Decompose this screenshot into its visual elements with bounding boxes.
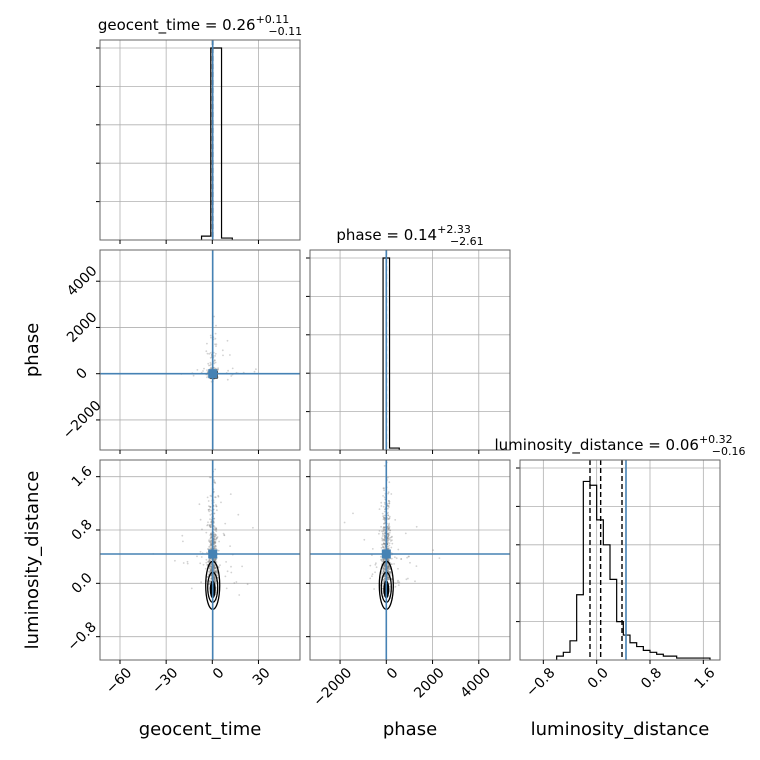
luminosity_distance-ytick-label-3: 1.6 xyxy=(69,463,96,490)
luminosity_distance-ytick-label-2: 0.8 xyxy=(69,517,96,544)
panel-title-plus-geocent_time: +0.11 xyxy=(256,13,290,26)
pair-panel-luminosity_distance-vs-phase: −2000 0 2000 4000 xyxy=(306,459,511,710)
panel-title-phase: phase = 0.14+2.33 −2.61 xyxy=(336,223,483,248)
panel-title-minus-geocent_time: −0.11 xyxy=(268,25,302,38)
phase-ytick-label-2: 2000 xyxy=(64,309,101,346)
hist-bin-luminosity_distance-2 xyxy=(570,641,577,660)
pair-luminosity_distance-vs-geocent_time-frame xyxy=(99,459,301,661)
phase-xtick-label-0: −2000 xyxy=(310,665,355,710)
geocent_time-xtick-label-3: 30 xyxy=(250,665,274,689)
hist-bin-geocent_time-0 xyxy=(202,236,211,240)
pair-phase-vs-geocent_time-frame xyxy=(99,249,301,451)
hist-panel-phase: phase = 0.14+2.33 −2.61 xyxy=(306,223,511,454)
hist-bin-luminosity_distance-11 xyxy=(630,643,637,660)
hist-phase-frame xyxy=(309,249,511,451)
geocent_time-xtick-label-0: −60 xyxy=(103,665,135,697)
phase-xtick-label-2: 2000 xyxy=(411,665,448,702)
luminosity_distance-ytick-label-0: −0.8 xyxy=(65,619,100,654)
x-axis-label-geocent_time: geocent_time xyxy=(139,719,262,740)
hist-bin-luminosity_distance-16 xyxy=(663,656,670,660)
truth-marker-phase-vs-geocent_time xyxy=(208,369,218,379)
luminosity_distance-ytick-label-1: 0.0 xyxy=(69,570,96,597)
luminosity_distance-xtick-label-2: 0.8 xyxy=(638,665,665,692)
panel-title-plus-luminosity_distance: +0.32 xyxy=(699,433,733,446)
hist-bin-luminosity_distance-5 xyxy=(590,485,597,660)
hist-steps-geocent_time xyxy=(200,47,233,240)
panel-title-plus-phase: +2.33 xyxy=(437,223,471,236)
x-axis-label-luminosity_distance: luminosity_distance xyxy=(531,719,710,740)
pair-panel-luminosity_distance-vs-geocent_time: −60 −30 0 30 −0.8 0.0 0.8 1.6 xyxy=(65,459,301,697)
hist-bin-luminosity_distance-12 xyxy=(637,647,644,660)
panel-title-minus-luminosity_distance: −0.16 xyxy=(712,445,746,458)
panel-title-value-geocent_time: geocent_time = 0.26 xyxy=(98,16,256,35)
scatter-points-luminosity_distance-vs-geocent_time xyxy=(152,468,254,601)
panel-title-geocent_time: geocent_time = 0.26+0.11 −0.11 xyxy=(98,13,302,38)
hist-bin-luminosity_distance-8 xyxy=(610,579,617,660)
hist-bin-luminosity_distance-1 xyxy=(563,652,570,660)
hist-bin-luminosity_distance-7 xyxy=(603,545,610,660)
hist-panel-luminosity_distance: luminosity_distance = 0.06+0.32 −0.16 xyxy=(495,433,746,664)
panel-title-luminosity_distance: luminosity_distance = 0.06+0.32 −0.16 xyxy=(495,433,746,458)
hist-steps-luminosity_distance xyxy=(556,480,711,660)
hist-bin-luminosity_distance-0 xyxy=(557,656,564,660)
hist-bin-luminosity_distance-13 xyxy=(643,650,650,660)
panel-title-value-luminosity_distance: luminosity_distance = 0.06 xyxy=(495,436,699,455)
hist-luminosity_distance-frame xyxy=(519,459,721,661)
hist-bin-luminosity_distance-14 xyxy=(650,652,657,660)
x-axis-label-phase: phase xyxy=(383,719,437,740)
luminosity_distance-xtick-label-1: 0.0 xyxy=(585,665,612,692)
hist-bin-luminosity_distance-3 xyxy=(577,595,584,660)
hist-geocent_time-frame xyxy=(99,39,301,241)
truth-marker-luminosity_distance-vs-phase xyxy=(381,549,391,559)
phase-xtick-label-3: 4000 xyxy=(457,665,494,702)
scatter-points-phase-vs-geocent_time xyxy=(180,315,257,383)
phase-ytick-label-1: 0 xyxy=(73,365,91,383)
pair-luminosity_distance-vs-phase-frame xyxy=(309,459,511,661)
panel-title-minus-phase: −2.61 xyxy=(450,235,484,248)
y-axis-label-phase: phase xyxy=(22,323,43,377)
luminosity_distance-xtick-label-0: −0.8 xyxy=(523,665,558,700)
luminosity_distance-xtick-label-3: 1.6 xyxy=(691,665,718,692)
phase-xtick-label-1: 0 xyxy=(384,665,402,683)
hist-bin-luminosity_distance-4 xyxy=(583,481,590,660)
hist-bin-luminosity_distance-17 xyxy=(670,656,677,660)
hist-panel-geocent_time: geocent_time = 0.26+0.11 −0.11 xyxy=(96,13,302,244)
hist-bin-luminosity_distance-15 xyxy=(657,654,664,660)
y-axis-label-luminosity_distance: luminosity_distance xyxy=(22,471,43,650)
hist-steps-phase xyxy=(382,257,400,450)
hist-xlabels-luminosity_distance: −0.8 0.0 0.8 1.6 xyxy=(523,665,718,700)
truth-marker-luminosity_distance-vs-geocent_time xyxy=(208,549,218,559)
phase-ytick-label-3: 4000 xyxy=(64,263,101,300)
geocent_time-xtick-label-1: −30 xyxy=(149,665,181,697)
panel-title-value-phase: phase = 0.14 xyxy=(336,226,437,244)
geocent_time-xtick-label-2: 0 xyxy=(210,665,228,683)
